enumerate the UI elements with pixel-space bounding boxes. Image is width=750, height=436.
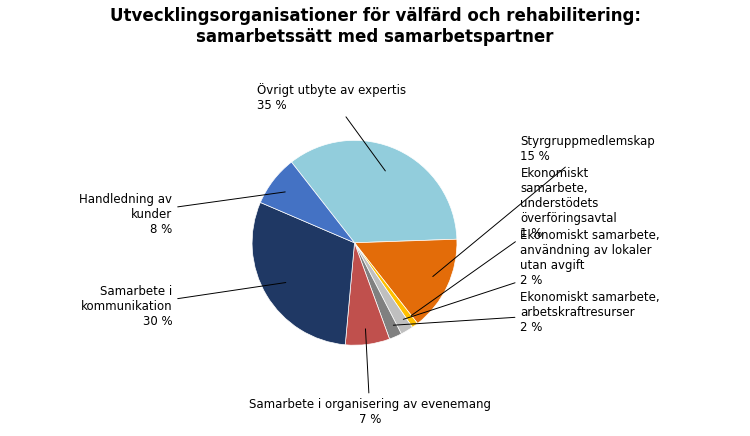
Text: Samarbete i
kommunikation
30 %: Samarbete i kommunikation 30 %	[80, 283, 286, 328]
Wedge shape	[260, 162, 355, 243]
Wedge shape	[355, 239, 457, 324]
Wedge shape	[355, 243, 413, 334]
Text: Ekonomiskt samarbete,
användning av lokaler
utan avgift
2 %: Ekonomiskt samarbete, användning av loka…	[404, 229, 660, 319]
Wedge shape	[252, 202, 355, 345]
Wedge shape	[355, 243, 418, 327]
Wedge shape	[292, 140, 457, 243]
Wedge shape	[355, 243, 401, 339]
Text: Ekonomiskt
samarbete,
understödets
överföringsavtal
1 %: Ekonomiskt samarbete, understödets överf…	[411, 167, 617, 316]
Title: Utvecklingsorganisationer för välfärd och rehabilitering:
samarbetssätt med sama: Utvecklingsorganisationer för välfärd oc…	[110, 7, 640, 46]
Text: Övrigt utbyte av expertis
35 %: Övrigt utbyte av expertis 35 %	[257, 83, 406, 171]
Text: Handledning av
kunder
8 %: Handledning av kunder 8 %	[80, 192, 285, 235]
Text: Ekonomiskt samarbete,
arbetskraftresurser
2 %: Ekonomiskt samarbete, arbetskraftresurse…	[393, 291, 660, 334]
Text: Samarbete i organisering av evenemang
7 %: Samarbete i organisering av evenemang 7 …	[249, 329, 491, 426]
Wedge shape	[345, 243, 389, 345]
Text: Styrgruppmedlemskap
15 %: Styrgruppmedlemskap 15 %	[433, 135, 656, 276]
